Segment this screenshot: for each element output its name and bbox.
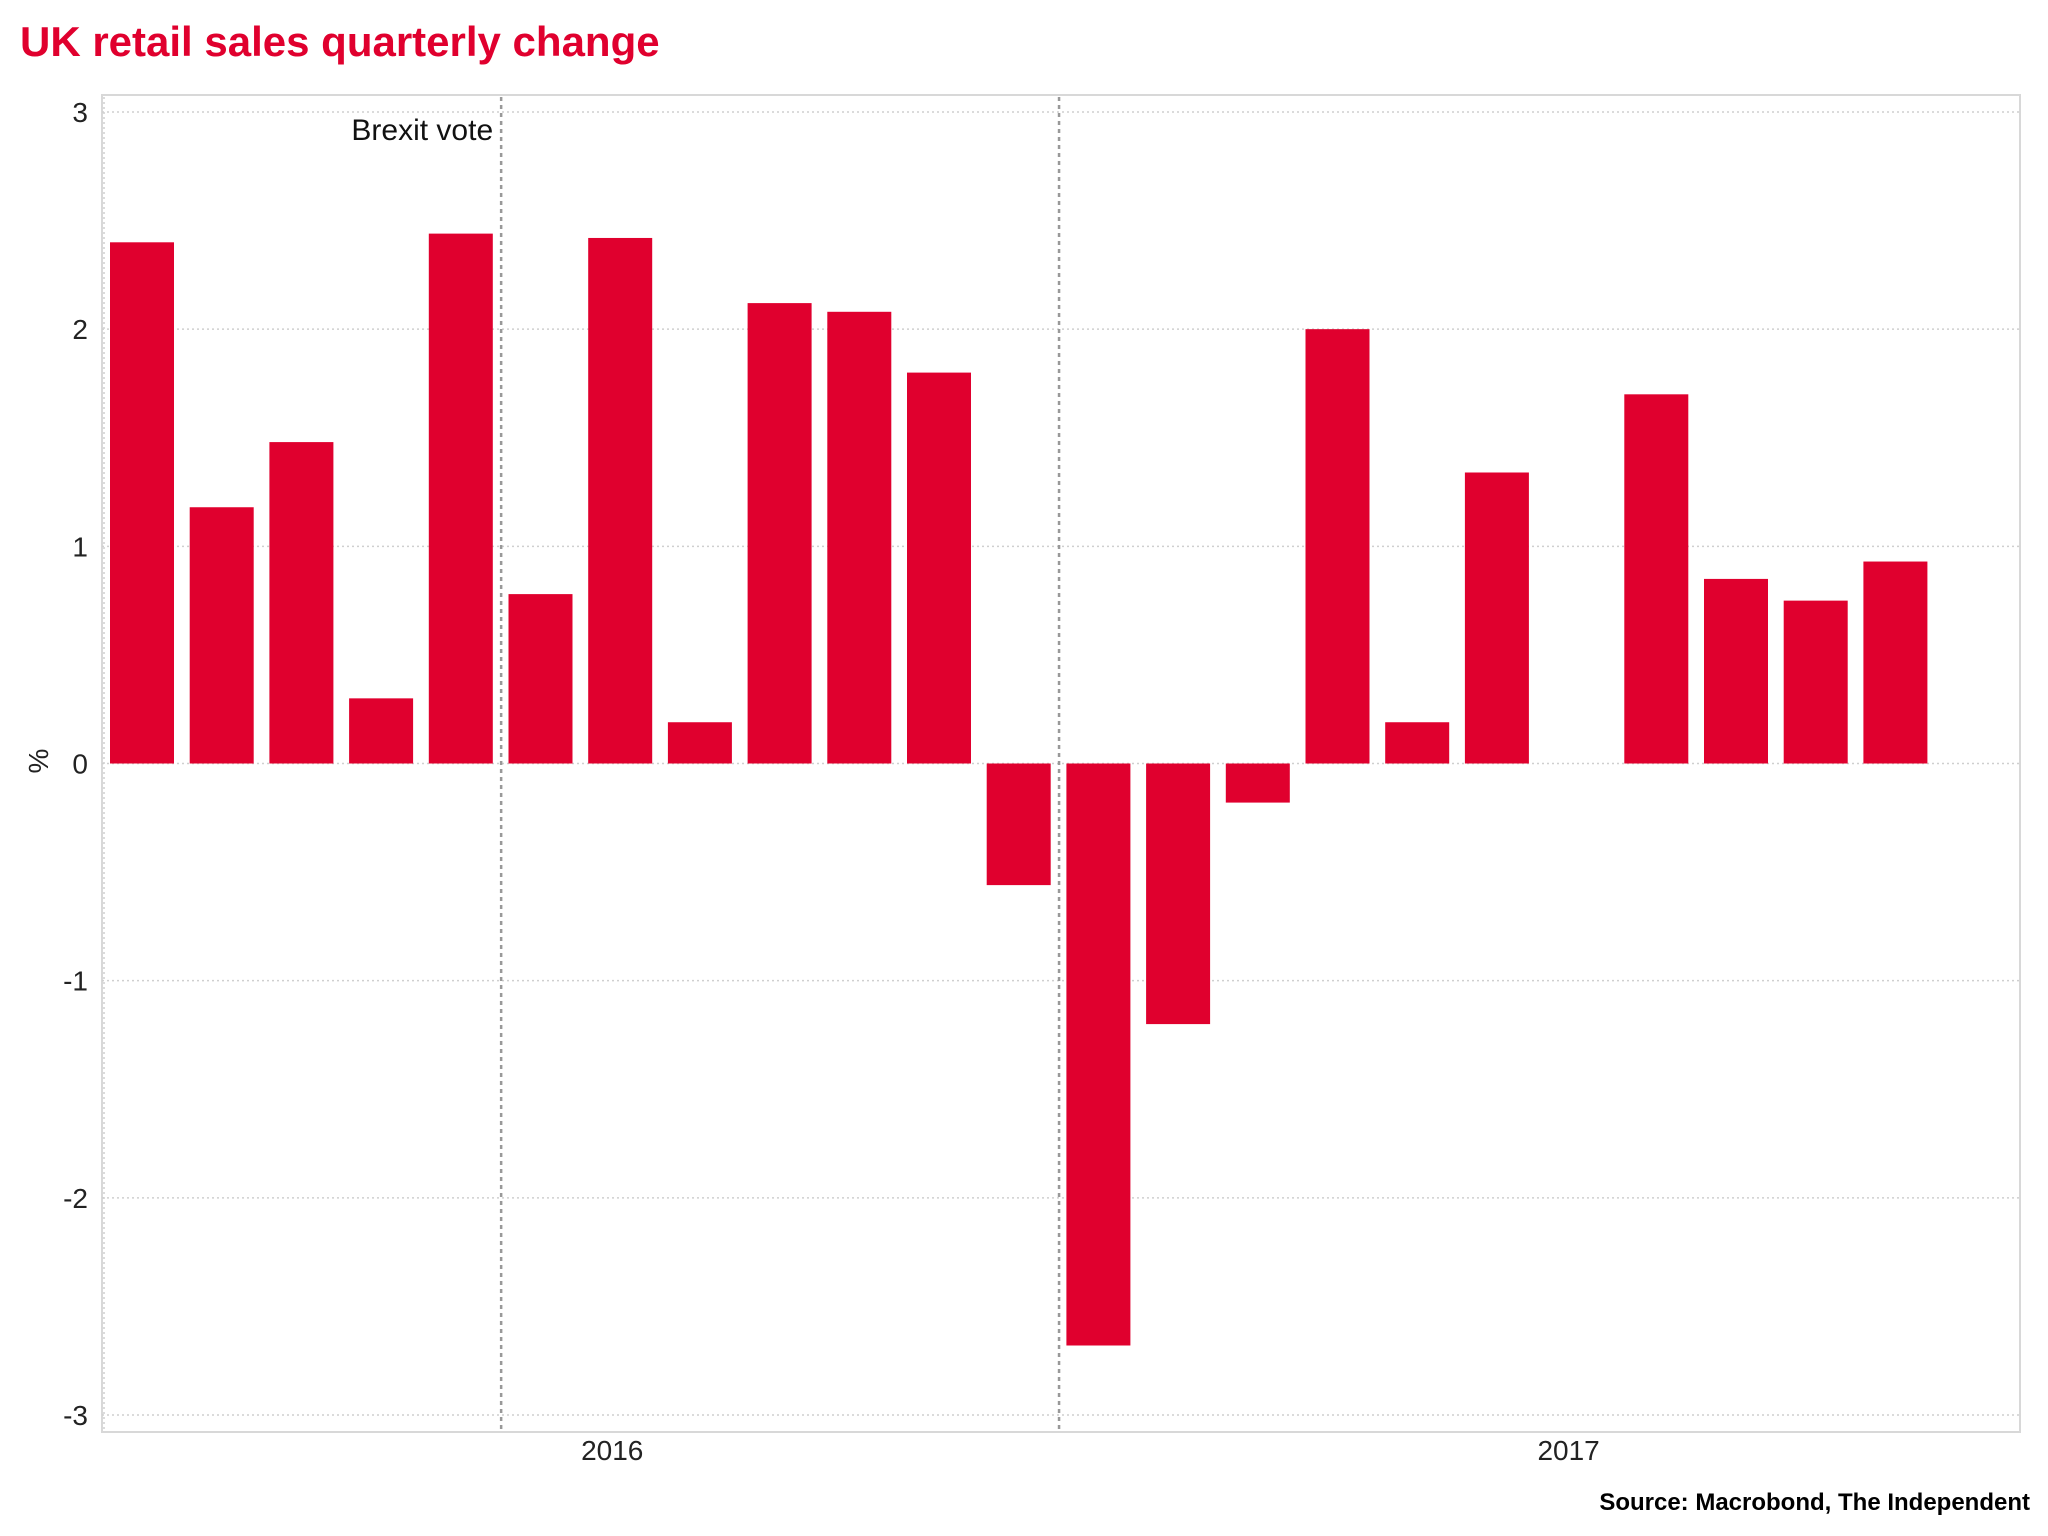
y-tick-label: 2 [72, 314, 88, 345]
bar [110, 242, 174, 764]
gridlines [102, 97, 2020, 1430]
y-tick-label: 0 [72, 749, 88, 780]
bar [1066, 763, 1131, 1346]
bar [827, 311, 892, 764]
annotations: Brexit vote [351, 97, 1061, 1430]
bar [1146, 763, 1211, 1025]
chart-title: UK retail sales quarterly change [20, 18, 660, 65]
bar [1305, 329, 1370, 764]
y-tick-label: 3 [72, 97, 88, 128]
bar [1624, 394, 1689, 764]
bar [1385, 722, 1450, 764]
bar [1464, 472, 1529, 764]
y-tick-label: -3 [63, 1400, 88, 1431]
bar [667, 722, 732, 764]
bar [349, 698, 414, 764]
source-note: Source: Macrobond, The Independent [1599, 1489, 2030, 1516]
y-tick-label: -2 [63, 1183, 88, 1214]
bar [189, 507, 254, 764]
x-tick-label: 2017 [1537, 1435, 1599, 1466]
bar [428, 233, 493, 764]
annotation-label: Brexit vote [351, 114, 493, 147]
bar [1225, 763, 1290, 803]
y-tick-label: 1 [72, 531, 88, 562]
bar [986, 763, 1051, 886]
bar [1783, 600, 1848, 764]
y-axis-label: % [23, 749, 54, 774]
y-tick-label: -1 [63, 966, 88, 997]
bar [1704, 578, 1768, 764]
bar [588, 237, 653, 764]
bar [269, 442, 334, 764]
bars [110, 233, 1928, 1346]
bar [747, 303, 812, 764]
bar [907, 372, 971, 764]
bar [508, 594, 573, 764]
y-axis-ticks: 3 2 1 0 -1 -2 -3 [63, 97, 88, 1431]
x-tick-label: 2016 [581, 1435, 643, 1466]
x-axis-ticks: 2016 2017 [581, 1435, 1600, 1466]
bar [1863, 561, 1928, 764]
